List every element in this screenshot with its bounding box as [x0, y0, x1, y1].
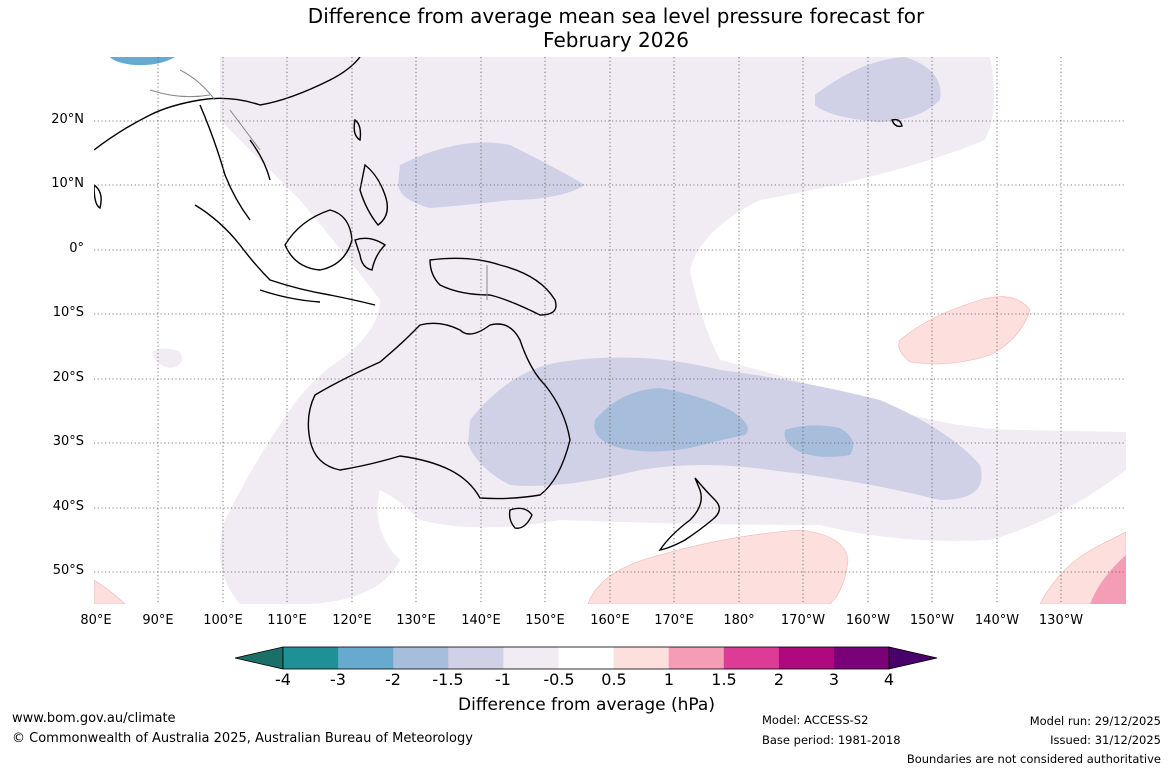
lon-label-180: 180°	[723, 613, 755, 628]
colorbar-tick-label: -1.5	[432, 670, 464, 689]
anomaly-region-hawaii-lavender	[815, 57, 941, 122]
colorbar-tick-label: -2	[385, 670, 401, 689]
lat-label-20s: 20°S	[52, 370, 84, 385]
taiwan-coastline	[353, 118, 362, 142]
footer-issued: Issued: 31/12/2025	[1050, 733, 1161, 747]
colorbar-swatch	[613, 647, 670, 669]
colorbar-extend-low	[234, 646, 284, 670]
lon-label-110e: 110°E	[267, 613, 307, 628]
colorbar-swatch	[778, 647, 835, 669]
anomaly-region-southwest-pink	[94, 579, 126, 604]
hawaii-coastline	[891, 118, 903, 128]
lon-label-140e: 140°E	[461, 613, 501, 628]
colorbar-swatch	[448, 647, 504, 669]
lat-label-40s: 40°S	[52, 499, 84, 514]
lat-label-20n: 20°N	[51, 112, 84, 127]
australia-coastline	[307, 322, 571, 500]
map-title-line-1: Difference from average mean sea level p…	[307, 4, 925, 28]
lon-label-170e: 170°E	[654, 613, 694, 628]
anomaly-region-tropics-lavender	[398, 142, 585, 208]
lon-label-120e: 120°E	[332, 613, 372, 628]
colorbar-tick-label: -0.5	[543, 670, 575, 689]
lat-label-equator: 0°	[69, 241, 84, 256]
lon-label-90e: 90°E	[142, 613, 174, 628]
map-title-line-2: February 2026	[543, 28, 689, 52]
lon-label-150e: 150°E	[525, 613, 565, 628]
colorbar-tick-label: 1	[663, 670, 675, 689]
sulawesi-coastline	[354, 237, 387, 271]
map-title: Difference from average mean sea level p…	[0, 4, 1173, 28]
colorbar-extend-high	[888, 646, 938, 670]
lon-label-130w: 130°W	[1038, 613, 1084, 628]
colorbar-border	[282, 646, 890, 670]
lon-label-170w: 170°W	[780, 613, 826, 628]
mainland-asia-coastline	[94, 57, 361, 221]
colorbar-tick-label: -3	[330, 670, 346, 689]
colorbar-tick-label: -4	[275, 670, 291, 689]
lon-label-150w: 150°W	[909, 613, 955, 628]
anomaly-region-southern-pink	[587, 529, 849, 604]
footer-boundaries-note: Boundaries are not considered authoritat…	[906, 752, 1161, 766]
graticule	[94, 57, 1126, 604]
philippines-coastline	[359, 163, 388, 226]
sumatra-java-coastline	[194, 204, 376, 306]
colorbar-tick-label: 3	[828, 670, 840, 689]
lon-label-130e: 130°E	[396, 613, 436, 628]
footer-copyright: © Commonwealth of Australia 2025, Austra…	[12, 731, 473, 746]
footer-base-period: Base period: 1981-2018	[762, 733, 901, 747]
anomaly-region-small-purple	[152, 348, 183, 368]
colorbar-swatch	[668, 647, 725, 669]
lon-label-160e: 160°E	[590, 613, 630, 628]
new-guinea-coastline	[429, 257, 557, 316]
colorbar-swatch	[338, 647, 394, 669]
colorbar-tick-label: -1	[495, 670, 511, 689]
lat-label-50s: 50°S	[52, 563, 84, 578]
lon-label-140w: 140°W	[974, 613, 1020, 628]
lon-label-160w: 160°W	[845, 613, 891, 628]
tasmania-coastline	[508, 507, 533, 529]
footer-url: www.bom.gov.au/climate	[12, 711, 176, 726]
colorbar-tick-label: 1.5	[711, 670, 737, 689]
sri-lanka-coastline	[94, 184, 102, 210]
colorbar-title: Difference from average (hPa)	[458, 695, 715, 715]
footer-model-run: Model run: 29/12/2025	[1029, 714, 1161, 728]
anomaly-region-pacific-pink	[898, 296, 1031, 365]
country-borders	[149, 69, 488, 300]
anomaly-region-southeast-deeppink	[1090, 555, 1126, 604]
colorbar	[234, 646, 938, 670]
colorbar-tick-label: 2	[773, 670, 785, 689]
lat-label-30s: 30°S	[52, 434, 84, 449]
colorbar-swatch	[558, 647, 615, 669]
borneo-coastline	[284, 209, 353, 271]
anomaly-region-corner-teal	[110, 57, 175, 66]
colorbar-swatch	[503, 647, 559, 669]
colorbar-swatch	[283, 647, 339, 669]
lat-label-10s: 10°S	[52, 305, 84, 320]
footer-model: Model: ACCESS-S2	[762, 713, 869, 727]
lon-label-80e: 80°E	[80, 613, 112, 628]
lon-label-100e: 100°E	[203, 613, 243, 628]
colorbar-swatch	[393, 647, 449, 669]
new-zealand-coastline	[658, 477, 720, 552]
colorbar-tick-label: 0.5	[601, 670, 627, 689]
colorbar-swatch	[723, 647, 780, 669]
colorbar-swatch	[834, 647, 890, 669]
coastlines	[94, 57, 903, 552]
colorbar-tick-label: 4	[883, 670, 895, 689]
anomaly-region-pacific-blue	[784, 425, 854, 457]
anomaly-region-tasman-blue	[594, 388, 748, 452]
lat-label-10n: 10°N	[51, 176, 84, 191]
